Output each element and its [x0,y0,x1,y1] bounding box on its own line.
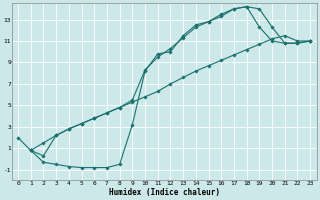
X-axis label: Humidex (Indice chaleur): Humidex (Indice chaleur) [108,188,220,197]
